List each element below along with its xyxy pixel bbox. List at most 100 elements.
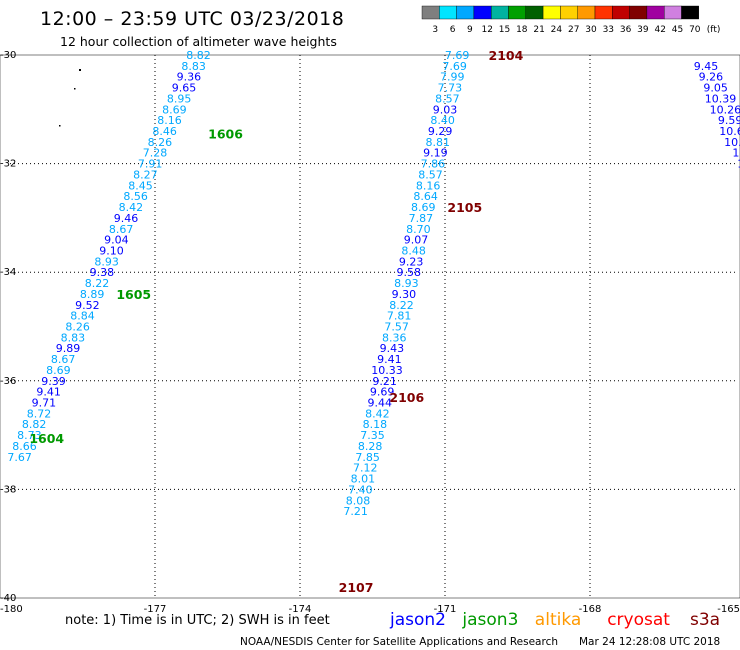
pass-label: 2105 <box>447 200 482 215</box>
jason3-value: 9.46 <box>114 212 139 225</box>
s3a-value: 7.87 <box>409 212 434 225</box>
plot-frame <box>0 54 740 599</box>
jason3-value: 8.67 <box>109 223 134 236</box>
jason3-value: 8.83 <box>181 60 206 73</box>
jason2-value: 10.39 <box>705 92 737 105</box>
s3a-value: 7.86 <box>421 158 446 171</box>
jason3-value: 8.69 <box>46 364 71 377</box>
jason3-value: 9.41 <box>36 386 61 399</box>
scale-swatch <box>629 5 648 20</box>
s3a-value: 9.41 <box>377 353 402 366</box>
jason3-value: 8.82 <box>22 418 47 431</box>
s3a-value: 9.23 <box>399 255 424 268</box>
s3a-value: 7.73 <box>438 82 463 95</box>
s3a-value: 8.69 <box>411 201 436 214</box>
s3a-value: 9.44 <box>368 397 393 410</box>
x-tick-label: -174 <box>289 604 312 615</box>
s3a-value: 9.19 <box>423 147 448 160</box>
scale-swatch <box>473 5 492 20</box>
s3a-value: 7.40 <box>348 483 373 496</box>
scale-label: 9 <box>467 25 473 35</box>
s3a-value: 8.01 <box>351 473 376 486</box>
pass-label: 1605 <box>116 287 151 302</box>
jason3-value: 8.89 <box>80 288 105 301</box>
s3a-value: 8.42 <box>365 407 390 420</box>
jason3-value: 9.65 <box>172 82 197 95</box>
s3a-value: 8.40 <box>430 114 455 127</box>
jason3-value: 9.10 <box>99 244 124 257</box>
y-tick-label: -34 <box>0 267 16 278</box>
jason3-value: 8.46 <box>152 125 177 138</box>
chart-subtitle: 12 hour collection of altimeter wave hei… <box>60 34 337 49</box>
jason2-value: 10.27 <box>724 136 740 149</box>
y-tick-label: -36 <box>0 376 16 387</box>
scale-label: 36 <box>620 25 632 35</box>
scale-swatch <box>664 5 682 20</box>
s3a-value: 9.69 <box>370 386 395 399</box>
satellite-cryosat: cryosat <box>607 610 670 630</box>
satellite-altika: altika <box>535 610 582 630</box>
scale-swatch <box>681 5 699 20</box>
s3a-value: 7.85 <box>355 451 380 464</box>
s3a-value: 7.99 <box>440 71 465 84</box>
jason3-value: 7.67 <box>7 451 32 464</box>
s3a-value: 9.43 <box>380 342 405 355</box>
pass-label: 2106 <box>389 390 424 405</box>
x-tick-label: -168 <box>579 604 602 615</box>
scale-label: 15 <box>499 25 510 35</box>
s3a-value: 7.69 <box>445 49 470 62</box>
y-tick-label: -38 <box>0 484 16 495</box>
s3a-value: 8.36 <box>382 331 407 344</box>
jason3-value: 8.82 <box>186 49 211 62</box>
jason3-value: 8.56 <box>123 190 148 203</box>
jason3-value: 8.42 <box>119 201 144 214</box>
satellite-s3a: s3a <box>690 610 720 630</box>
s3a-value: 8.81 <box>426 136 451 149</box>
x-tick-label: -180 <box>0 604 23 615</box>
scale-label: 39 <box>637 25 649 35</box>
footer-credit: NOAA/NESDIS Center for Satellite Applica… <box>240 636 558 648</box>
color-scale-legend: 3 6 9 12 15 18 21 24 27 30 33 36 39 42 45 70 (ft) <box>421 5 721 35</box>
plot-area: -180 -177 -174 -171 -168 -165 -30 -32 -34 -36 -38 -… <box>0 48 740 615</box>
s3a-value: 7.35 <box>360 429 385 442</box>
scale-label: 6 <box>450 25 456 35</box>
scale-unit: (ft) <box>707 25 721 35</box>
scale-swatch <box>560 5 578 20</box>
jason2-value: 10.7 <box>732 147 740 160</box>
s3a-value: 8.57 <box>435 92 460 105</box>
s3a-value: 8.08 <box>346 494 371 507</box>
scale-swatch <box>439 5 457 20</box>
s3a-value: 8.64 <box>413 190 438 203</box>
s3a-value: 7.12 <box>353 462 378 475</box>
s3a-value: 7.69 <box>442 60 467 73</box>
scale-swatch <box>594 5 613 20</box>
jason3-value: 8.73 <box>17 429 42 442</box>
scale-swatch <box>525 5 544 20</box>
data-marks: 8.828.839.369.658.958.698.168.468.267.28… <box>7 49 740 518</box>
s3a-value: 8.18 <box>363 418 388 431</box>
s3a-value: 9.07 <box>404 234 429 247</box>
pass-label: 2107 <box>339 580 374 595</box>
scale-swatch <box>646 5 665 20</box>
scale-swatch <box>491 5 509 20</box>
jason3-value: 8.66 <box>12 440 37 453</box>
s3a-value: 7.21 <box>343 505 368 518</box>
s3a-value: 8.70 <box>406 223 431 236</box>
jason2-value: 10.1 <box>737 158 740 171</box>
jason3-value: 8.26 <box>148 136 173 149</box>
s3a-value: 9.21 <box>372 375 397 388</box>
scale-label: 70 <box>689 25 701 35</box>
pass-label: 2104 <box>489 48 524 63</box>
jason3-value: 8.93 <box>94 255 119 268</box>
jason3-value: 9.89 <box>56 342 81 355</box>
jason3-value: 8.26 <box>65 321 90 334</box>
s3a-value: 8.48 <box>401 244 426 257</box>
jason3-value: 8.84 <box>70 310 95 323</box>
x-tick-label: -171 <box>434 604 457 615</box>
jason3-value: 8.83 <box>61 331 86 344</box>
scale-swatch <box>508 5 526 20</box>
jason3-value: 8.22 <box>85 277 110 290</box>
jason2-value: 9.45 <box>694 60 719 73</box>
scale-label: 42 <box>654 25 665 35</box>
